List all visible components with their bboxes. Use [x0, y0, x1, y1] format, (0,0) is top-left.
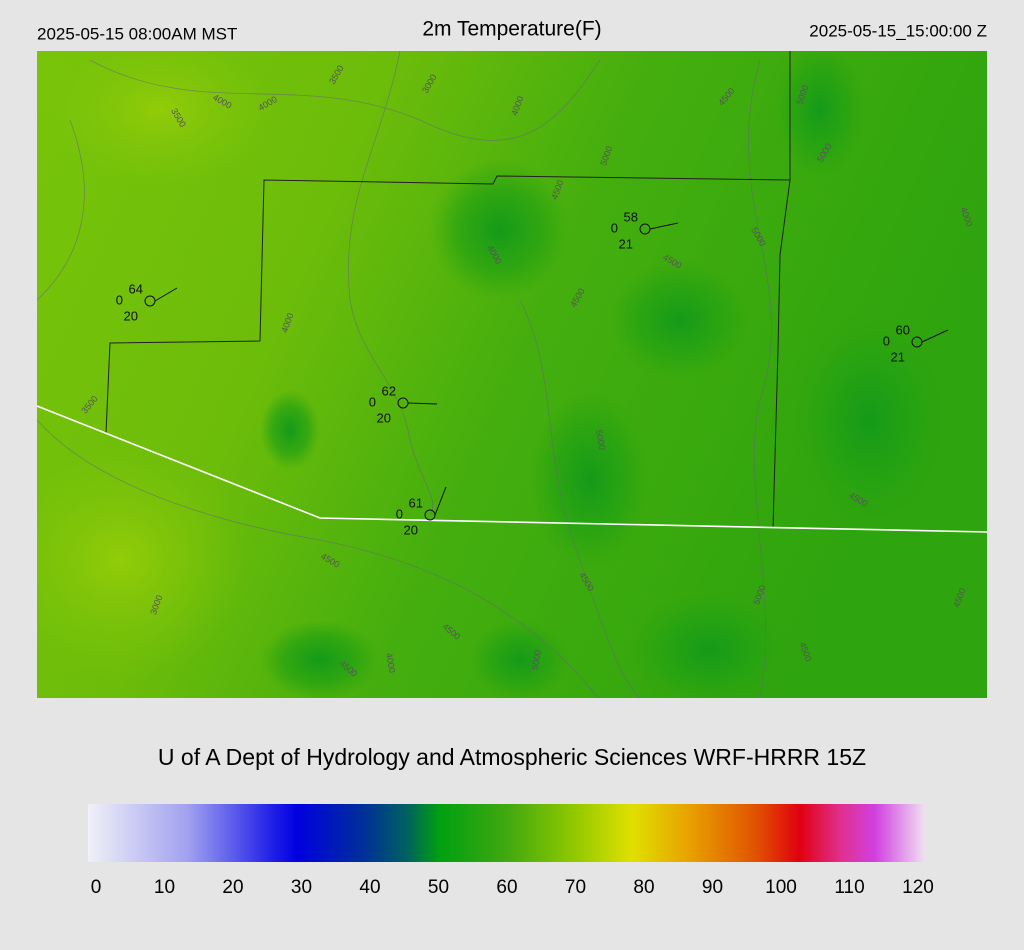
colorbar-tick-label: 30 — [291, 877, 312, 898]
station-dewpoint: 20 — [377, 410, 391, 425]
valid-time-utc: 2025-05-15_15:00:00 Z — [809, 21, 987, 40]
colorbar-tick-label: 80 — [633, 877, 654, 898]
station-dewpoint: 21 — [891, 349, 905, 364]
station-wind: 0 — [611, 220, 618, 235]
colorbar-tick-label: 90 — [702, 877, 723, 898]
colorbar-tick-label: 20 — [222, 877, 243, 898]
colorbar-tick-label: 100 — [765, 877, 797, 898]
valid-time-local: 2025-05-15 08:00AM MST — [37, 24, 237, 43]
station-temp: 60 — [896, 322, 910, 337]
wind-barb — [921, 329, 949, 343]
colorbar — [88, 804, 925, 862]
contour-label: 4000 — [384, 652, 397, 673]
station-temp: 64 — [129, 281, 143, 296]
station-wind: 0 — [369, 394, 376, 409]
colorbar-tick-label: 0 — [91, 877, 102, 898]
colorbar-tick-label: 40 — [359, 877, 380, 898]
contour-label: 5000 — [530, 649, 543, 670]
map-title: 2m Temperature(F) — [422, 18, 601, 41]
colorbar-tick-label: 110 — [834, 877, 864, 898]
wind-barb — [154, 287, 178, 302]
wind-barb — [407, 402, 438, 405]
station-temp: 62 — [382, 383, 396, 398]
colorbar-tick-label: 70 — [565, 877, 586, 898]
station-wind: 0 — [883, 333, 890, 348]
credit: U of A Dept of Hydrology and Atmospheric… — [158, 744, 866, 770]
contour-label: 5000 — [594, 429, 607, 450]
station-temp: 61 — [409, 495, 423, 510]
station-wind: 0 — [116, 292, 123, 307]
colorbar-tick-label: 50 — [428, 877, 449, 898]
wind-barb — [649, 222, 679, 230]
station-dewpoint: 20 — [124, 308, 138, 323]
colorbar-tick-label: 10 — [154, 877, 175, 898]
station-wind: 0 — [396, 506, 403, 521]
colorbar-tick-label: 120 — [902, 877, 934, 898]
station-temp: 58 — [624, 209, 638, 224]
colorbar-tick-label: 60 — [496, 877, 517, 898]
station-dewpoint: 21 — [619, 236, 633, 251]
wind-barb — [434, 486, 447, 516]
station-dewpoint: 20 — [404, 522, 418, 537]
